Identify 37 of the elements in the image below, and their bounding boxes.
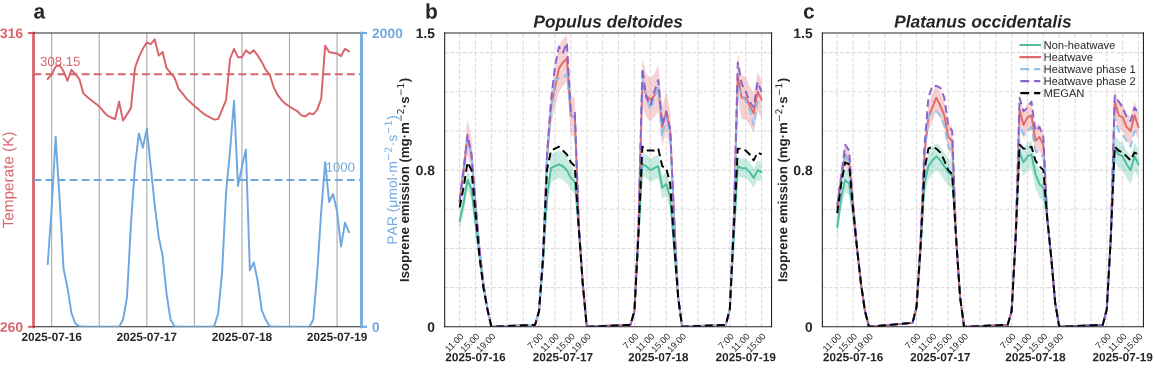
ref-line-label: 308.15 <box>40 56 80 67</box>
y-axis-title: Temperate (K) <box>2 132 17 228</box>
ref-line-label: 1000 <box>326 162 355 172</box>
text: 2025-07-17 <box>533 352 593 362</box>
y-tick-label: 0 <box>427 322 435 332</box>
text: a <box>34 7 46 19</box>
text: b <box>426 3 437 19</box>
y-tick-label: 0.8 <box>416 165 435 176</box>
y-tick-label: 0.8 <box>793 165 813 176</box>
x-tick-label: 2025-07-19 <box>307 332 367 342</box>
text: 2025-07-19 <box>1092 352 1153 362</box>
legend-label: Non-heatwave <box>1044 40 1115 49</box>
y-tick-label: 260 <box>0 322 23 332</box>
y-tick-label: 1.5 <box>416 28 435 39</box>
chart-title: Platanus occidentalis <box>894 14 1072 28</box>
legend-label: MEGAN <box>1044 89 1084 98</box>
x-tick-label: 2025-07-17 <box>117 332 177 342</box>
legend-label: Heatwave phase 2 <box>1044 76 1136 88</box>
x-tick-label: 2025-07-18 <box>212 332 272 342</box>
legend-label: Heatwave <box>1044 53 1093 62</box>
text: 2025-07-18 <box>628 352 689 362</box>
y-tick-label: 0 <box>805 322 813 332</box>
text: c <box>803 7 815 19</box>
chart-title: Populus deltoides <box>533 14 683 32</box>
y-tick-label: 1.5 <box>794 28 813 39</box>
text: 2025-07-17 <box>910 352 970 362</box>
text: 2025-07-16 <box>445 352 506 362</box>
text: 2025-07-18 <box>1005 352 1066 362</box>
legend-label: Heatwave phase 1 <box>1044 64 1136 76</box>
text: 2025-07-19 <box>715 352 776 362</box>
y-axis-title: Isoprene emission (mg·m$^{−2}$·s$^{−1}$) <box>775 78 791 282</box>
text: 2025-07-16 <box>823 352 883 362</box>
y2-tick-label: 2000 <box>372 28 403 39</box>
y-tick-label: 316 <box>0 28 23 39</box>
x-tick-label: 7:00 <box>717 332 735 350</box>
y2-tick-label: 0 <box>372 322 380 332</box>
x-tick-label: 2025-07-16 <box>21 332 82 342</box>
